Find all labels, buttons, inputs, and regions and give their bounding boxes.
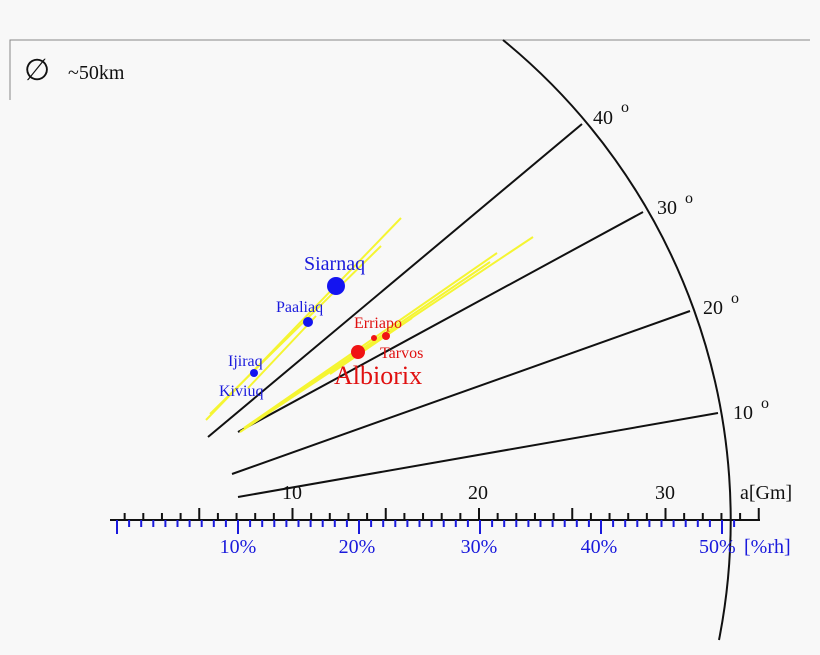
arc [502, 39, 732, 641]
inclination-label: 40 [593, 107, 613, 129]
radial-line [207, 123, 583, 438]
moon-label: Ijiraq [228, 353, 263, 370]
rh-tick-label: 30% [461, 536, 498, 558]
moon-label: Erriapo [354, 315, 402, 332]
moon-dot [371, 335, 377, 341]
rh-tick-label: 20% [339, 536, 376, 558]
legend-frame [9, 39, 810, 100]
moon-dot [303, 317, 313, 327]
moon-label: Siarnaq [304, 253, 365, 275]
trace [329, 317, 413, 375]
trace [209, 245, 382, 415]
trace [243, 252, 498, 429]
moon-label: Tarvos [380, 345, 423, 362]
inclination-label: 20 [703, 297, 723, 319]
variation-traces [205, 217, 534, 433]
a-tick-label: 10 [282, 482, 302, 504]
rh-tick-label: 40% [581, 536, 618, 558]
moon-label: Kiviuq [219, 383, 263, 400]
rh-axis-unit: [%rh] [744, 536, 791, 558]
trace [247, 315, 317, 389]
inclination-label: 10 [733, 402, 753, 424]
moon-dot [327, 277, 345, 295]
moon-label: Paaliaq [276, 299, 323, 316]
inclination-label: 30 [657, 197, 677, 219]
moon-dot [351, 345, 365, 359]
axis-ticks [116, 508, 760, 534]
legend-label: ~50km [68, 62, 125, 84]
a-tick-label: 30 [655, 482, 675, 504]
degree-mark: o [621, 99, 629, 116]
degree-mark: o [731, 290, 739, 307]
moon-dot [250, 369, 258, 377]
a-axis-label: a[Gm] [740, 482, 792, 504]
radial-line [237, 211, 644, 433]
radial-lines [207, 123, 719, 498]
radial-line [237, 412, 719, 498]
legend-symbol: ∅ [24, 54, 50, 87]
trace [249, 261, 491, 426]
a-tick-label: 20 [468, 482, 488, 504]
degree-mark: o [761, 395, 769, 412]
rh-tick-label: 50% [699, 536, 736, 558]
moon-label: Albiorix [334, 361, 422, 390]
degree-mark: o [685, 190, 693, 207]
rh-tick-label: 10% [220, 536, 257, 558]
moon-dot [382, 332, 390, 340]
radial-line [231, 310, 691, 475]
